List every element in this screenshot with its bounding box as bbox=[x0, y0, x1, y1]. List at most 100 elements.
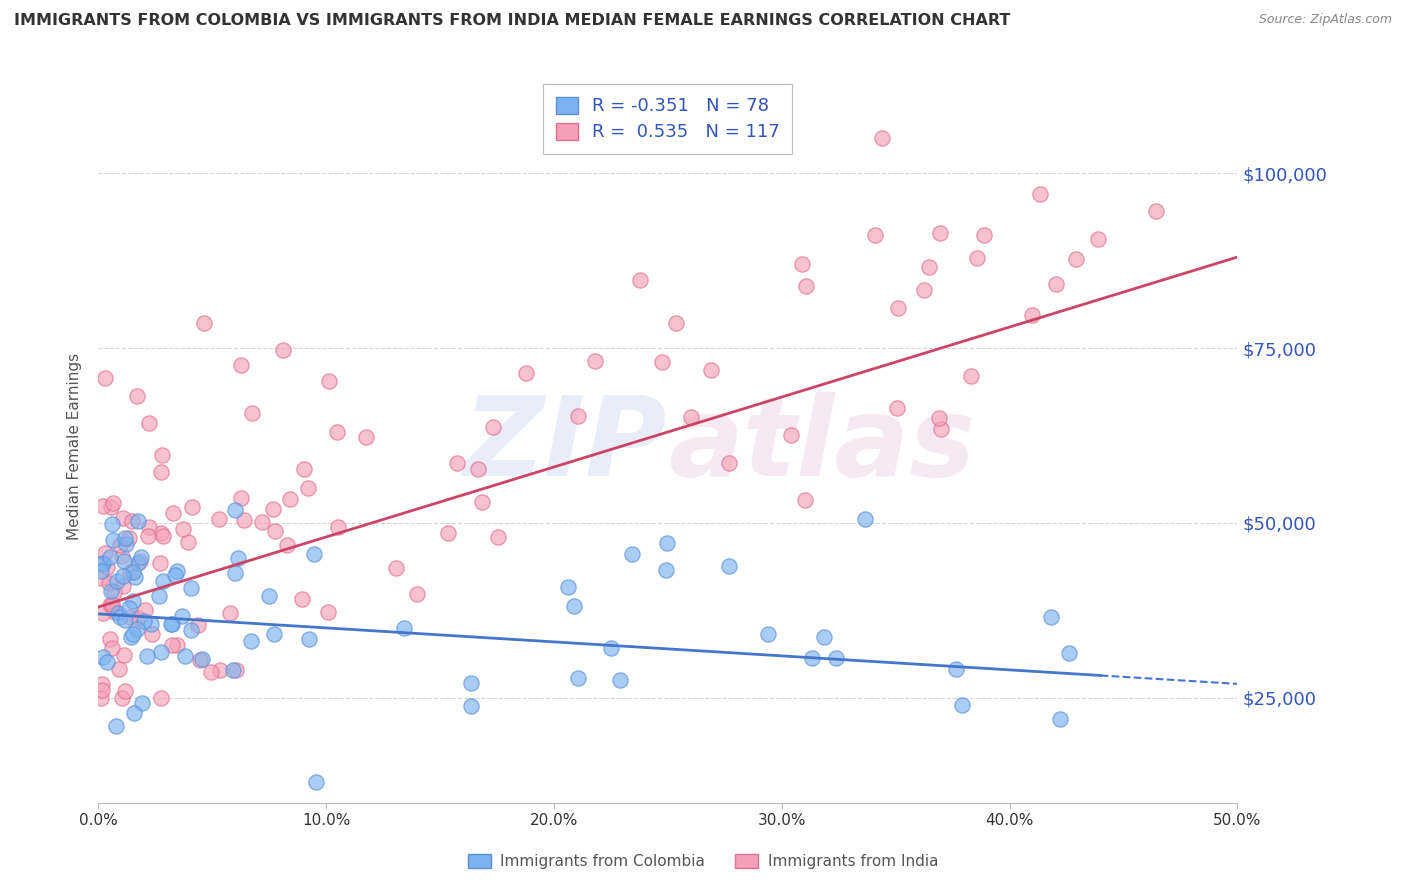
Point bbox=[567, 409, 589, 423]
Point bbox=[481, 419, 503, 434]
Point bbox=[863, 227, 886, 242]
Point bbox=[107, 606, 129, 620]
Point bbox=[800, 651, 823, 665]
Point bbox=[190, 652, 212, 666]
Point bbox=[103, 496, 125, 510]
Point bbox=[127, 514, 149, 528]
Point bbox=[628, 273, 651, 287]
Point bbox=[121, 514, 143, 528]
Point bbox=[131, 696, 153, 710]
Point bbox=[101, 640, 124, 655]
Point bbox=[90, 683, 112, 698]
Point bbox=[90, 690, 112, 705]
Point bbox=[813, 630, 835, 644]
Point bbox=[756, 626, 779, 640]
Point bbox=[121, 594, 143, 608]
Point bbox=[135, 649, 157, 664]
Point bbox=[657, 536, 679, 550]
Point bbox=[271, 343, 294, 357]
Point bbox=[96, 560, 118, 574]
Point bbox=[240, 406, 263, 420]
Point bbox=[152, 574, 174, 588]
Point bbox=[97, 575, 120, 590]
Point bbox=[655, 563, 678, 577]
Point bbox=[98, 632, 121, 647]
Point bbox=[855, 512, 877, 526]
Point bbox=[209, 663, 232, 677]
Point bbox=[699, 363, 721, 377]
Point bbox=[165, 568, 187, 582]
Y-axis label: Median Female Earnings: Median Female Earnings bbox=[66, 352, 82, 540]
Point bbox=[162, 506, 184, 520]
Point bbox=[918, 260, 941, 274]
Point bbox=[222, 663, 245, 677]
Point bbox=[162, 638, 184, 652]
Point bbox=[790, 257, 813, 271]
Point bbox=[471, 495, 494, 509]
Point bbox=[125, 388, 148, 402]
Point bbox=[177, 535, 200, 549]
Point bbox=[193, 316, 215, 330]
Point bbox=[609, 673, 631, 687]
Point bbox=[114, 613, 136, 627]
Point bbox=[1057, 646, 1080, 660]
Point bbox=[232, 513, 254, 527]
Point bbox=[149, 465, 172, 479]
Point bbox=[150, 645, 173, 659]
Point bbox=[219, 606, 242, 620]
Point bbox=[150, 525, 173, 540]
Point bbox=[139, 616, 162, 631]
Point bbox=[124, 706, 146, 720]
Point bbox=[278, 492, 301, 507]
Point bbox=[200, 665, 222, 679]
Point bbox=[1144, 204, 1167, 219]
Point bbox=[651, 355, 673, 369]
Point bbox=[121, 565, 143, 579]
Point bbox=[460, 699, 482, 714]
Point bbox=[263, 627, 285, 641]
Point bbox=[125, 622, 148, 636]
Point bbox=[460, 676, 482, 690]
Point bbox=[297, 481, 319, 495]
Point bbox=[138, 519, 160, 533]
Point bbox=[111, 690, 134, 705]
Point bbox=[101, 516, 124, 531]
Point bbox=[191, 651, 214, 665]
Point bbox=[108, 538, 131, 552]
Point bbox=[1029, 186, 1052, 201]
Point bbox=[354, 430, 377, 444]
Point bbox=[679, 410, 702, 425]
Point bbox=[166, 638, 188, 652]
Point bbox=[886, 401, 908, 416]
Point bbox=[225, 663, 247, 677]
Point bbox=[793, 492, 815, 507]
Point bbox=[136, 529, 159, 543]
Point bbox=[120, 631, 142, 645]
Point bbox=[467, 462, 489, 476]
Point bbox=[105, 719, 128, 733]
Point bbox=[966, 251, 988, 265]
Point bbox=[929, 421, 952, 435]
Text: atlas: atlas bbox=[668, 392, 976, 500]
Point bbox=[114, 683, 136, 698]
Point bbox=[302, 547, 325, 561]
Point bbox=[120, 610, 142, 624]
Point bbox=[298, 632, 321, 646]
Point bbox=[486, 530, 509, 544]
Point bbox=[928, 411, 950, 425]
Point bbox=[91, 607, 114, 621]
Point bbox=[952, 698, 974, 712]
Point bbox=[257, 589, 280, 603]
Point bbox=[208, 512, 231, 526]
Point bbox=[100, 500, 122, 514]
Point bbox=[326, 425, 349, 439]
Point bbox=[112, 579, 135, 593]
Point bbox=[567, 671, 589, 685]
Point bbox=[276, 538, 298, 552]
Point bbox=[108, 610, 131, 624]
Point bbox=[90, 571, 112, 585]
Point bbox=[90, 677, 112, 691]
Point bbox=[149, 690, 172, 705]
Point bbox=[103, 533, 125, 547]
Point bbox=[112, 648, 135, 662]
